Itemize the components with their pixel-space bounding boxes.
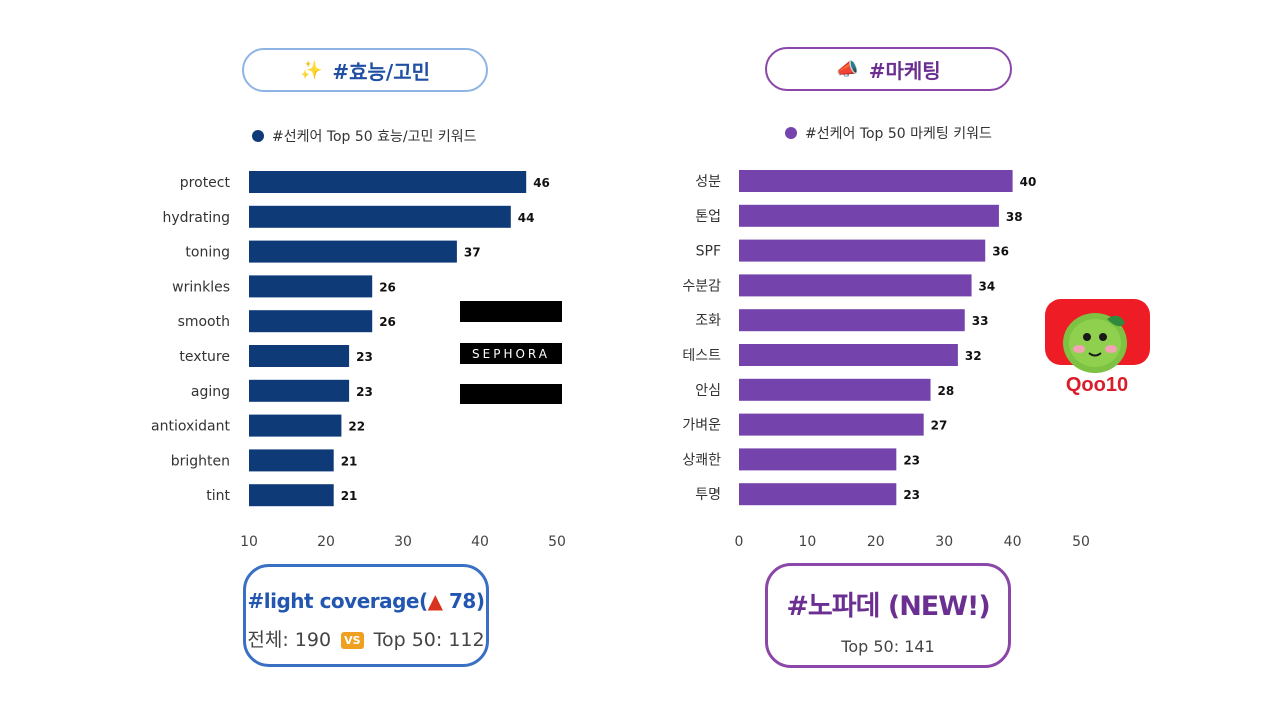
left-value-label: 26 [379,280,396,294]
legend-dot-icon [252,130,264,142]
qoo10-logo-text: Qoo10 [1066,374,1128,396]
left-value-label: 23 [356,350,373,364]
right-category-label: 상쾌한 [682,452,721,468]
left-value-label: 26 [379,315,396,329]
right-category-label: 투명 [695,487,721,503]
legend-dot-icon [785,127,797,139]
right-legend-label: #선케어 Top 50 마케팅 키워드 [805,126,992,142]
left-x-tick-label: 10 [240,534,258,550]
left-value-label: 21 [341,454,358,468]
right-bar-9 [739,483,897,506]
right-x-tick-label: 40 [1004,534,1022,550]
left-bar-7 [249,414,342,437]
right-bar-2 [739,239,986,262]
megaphone-icon: 📣 [836,58,859,80]
left-x-tick-label: 40 [471,534,489,550]
left-bar-1 [249,205,511,228]
right-value-label: 38 [1006,210,1023,224]
right-x-tick-label: 0 [735,534,744,550]
left-bar-2 [249,240,457,263]
right-value-label: 28 [938,384,955,398]
right-bar-7 [739,413,924,436]
left-bar-3 [249,275,373,298]
right-stat-box: #노파데 (NEW!) Top 50: 141 [765,563,1011,668]
left-chart-legend: #선케어 Top 50 효능/고민 키워드 [252,126,477,146]
triangle-up-icon: ▲ [427,589,443,613]
right-stat-detail: Top 50: 141 [841,637,935,656]
left-category-label: wrinkles [172,279,230,295]
sephora-logo: SEPHORA [460,301,562,404]
left-category-label: aging [191,384,230,400]
vs-badge: VS [341,632,364,649]
right-bar-3 [739,274,972,297]
right-category-label: 수분감 [682,278,721,294]
right-bar-6 [739,378,931,401]
left-category-label: protect [180,175,231,191]
sparkles-icon: ✨ [299,59,323,81]
left-value-label: 46 [533,176,550,190]
right-bar-8 [739,448,897,471]
right-x-tick-label: 30 [935,534,953,550]
left-section-title-pill: ✨ #효능/고민 [242,48,488,92]
right-value-label: 33 [972,314,989,328]
left-bar-5 [249,345,350,367]
left-legend-label: #선케어 Top 50 효능/고민 키워드 [272,129,477,145]
right-x-tick-label: 10 [798,534,816,550]
right-section-title: #마케팅 [868,58,941,83]
right-value-label: 34 [979,279,996,293]
qoo10-logo: Qoo10 [1045,299,1150,396]
left-x-tick-label: 30 [394,534,412,550]
right-value-label: 27 [931,419,948,433]
right-category-label: 안심 [695,383,721,399]
left-value-label: 21 [341,489,358,503]
left-section-title: #효능/고민 [332,59,431,84]
right-value-label: 36 [992,245,1009,259]
left-bar-0 [249,171,527,193]
left-category-label: brighten [171,453,230,469]
right-section-title-pill: 📣 #마케팅 [765,47,1012,91]
right-category-label: 톤업 [695,209,721,225]
right-chart-legend: #선케어 Top 50 마케팅 키워드 [785,123,992,143]
sephora-logo-text: SEPHORA [460,343,562,364]
left-stat-detail: 전체: 190 VS Top 50: 112 [247,629,485,651]
right-x-tick-label: 20 [867,534,885,550]
left-bar-6 [249,379,350,402]
left-x-tick-label: 50 [548,534,566,550]
right-value-label: 23 [903,453,920,467]
right-bar-1 [739,204,999,227]
left-stat-headline: #light coverage(▲ 78) [247,589,485,613]
left-category-label: smooth [178,314,230,330]
right-value-label: 23 [903,488,920,502]
right-category-label: 테스트 [682,348,721,364]
right-value-label: 40 [1020,175,1037,189]
left-bar-4 [249,310,373,333]
right-stat-headline: #노파데 (NEW!) [786,591,990,622]
right-category-label: 조화 [695,313,721,329]
left-category-label: tint [206,488,230,504]
left-stat-box: #light coverage(▲ 78) 전체: 190 VS Top 50:… [243,564,489,667]
right-value-label: 32 [965,349,982,363]
left-category-label: toning [185,245,230,261]
left-category-label: antioxidant [151,419,230,435]
left-bar-9 [249,484,334,507]
left-value-label: 37 [464,246,481,260]
right-x-tick-label: 50 [1072,534,1090,550]
left-value-label: 23 [356,385,373,399]
right-category-label: SPF [696,244,721,260]
left-bar-8 [249,449,334,472]
right-category-label: 가벼운 [682,418,721,434]
right-bar-5 [739,344,958,366]
left-value-label: 22 [348,420,365,434]
right-category-label: 성분 [695,174,721,190]
left-value-label: 44 [518,211,535,225]
left-x-tick-label: 20 [317,534,335,550]
left-category-label: texture [179,349,230,365]
right-bar-0 [739,170,1013,192]
right-bar-4 [739,309,965,332]
left-category-label: hydrating [162,210,230,226]
